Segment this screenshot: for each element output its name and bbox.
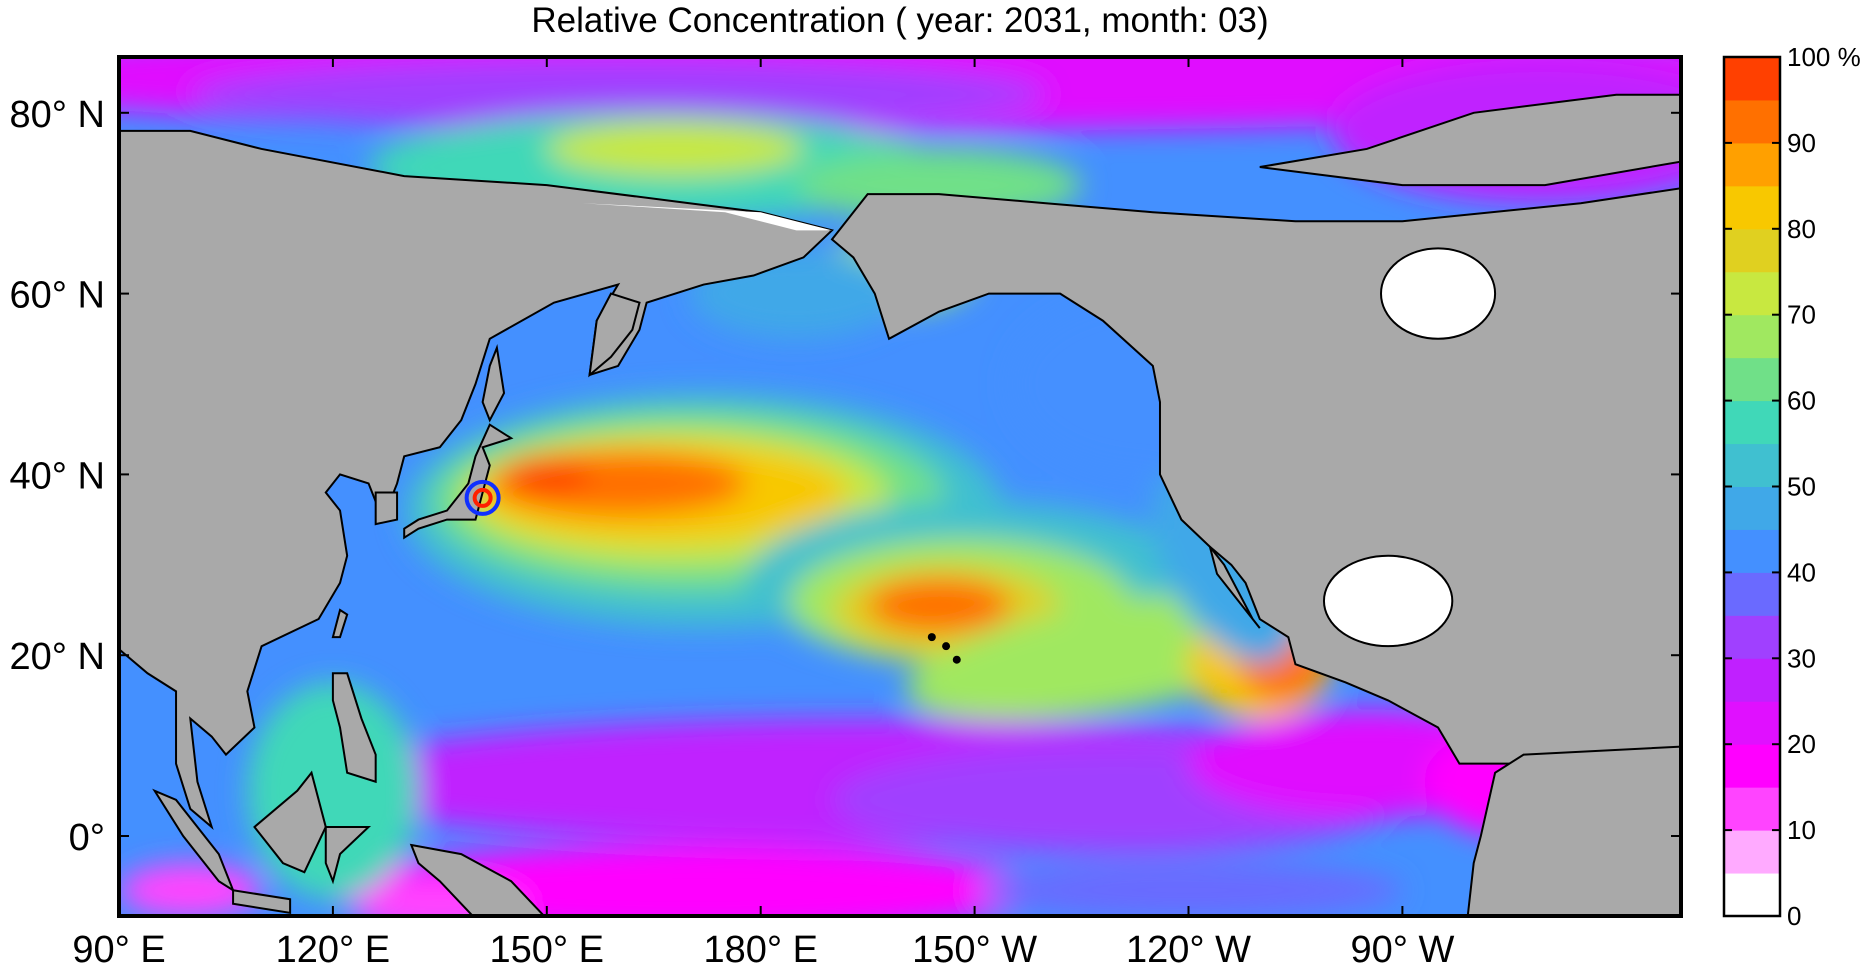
- colorbar-tick-label: 90: [1787, 128, 1816, 158]
- colorbar-tick-label: 20: [1787, 729, 1816, 759]
- colorbar-tick-label: 10: [1787, 815, 1816, 845]
- hawaii-island: [942, 642, 951, 651]
- colorbar-tick-label: 80: [1787, 214, 1816, 244]
- y-tick-label: 80° N: [10, 94, 105, 136]
- colorbar-bin: [1724, 57, 1780, 101]
- colorbar-tick-label: 40: [1787, 557, 1816, 587]
- colorbar-tick-label: 30: [1787, 643, 1816, 673]
- colorbar-bin: [1724, 314, 1780, 359]
- y-tick-label: 60° N: [10, 275, 105, 317]
- y-tick-label: 40° N: [10, 455, 105, 497]
- colorbar-bin: [1724, 443, 1780, 487]
- concentration-contour: [974, 863, 1403, 916]
- concentration-contour: [190, 58, 1046, 131]
- colorbar-bin: [1724, 228, 1780, 273]
- colorbar-tick-label: 70: [1787, 300, 1816, 330]
- land-asia: [119, 129, 835, 830]
- colorbar-bin: [1724, 572, 1780, 616]
- colorbar-bin: [1724, 357, 1780, 402]
- y-tick-label: 0°: [69, 817, 105, 859]
- hawaii-island: [952, 655, 961, 664]
- map-title: Relative Concentration ( year: 2031, mon…: [531, 1, 1268, 40]
- x-tick-label: 120° W: [1126, 929, 1251, 971]
- land-java: [232, 889, 292, 915]
- colorbar-tick-label: 50: [1787, 472, 1816, 502]
- colorbar-bin: [1724, 744, 1780, 788]
- land-kamchatka: [588, 292, 641, 378]
- source-location-marker: [464, 479, 501, 516]
- colorbar-bin: [1724, 486, 1780, 530]
- colorbar-tick-label: 0: [1787, 901, 1801, 931]
- latitude-axis: 80° N 60° N 40° N 20° N 0°: [10, 94, 1681, 859]
- colorbar-bin: [1724, 787, 1780, 831]
- colorbar-bin: [1724, 271, 1780, 316]
- x-tick-label: 90° W: [1350, 929, 1454, 971]
- colorbar-bin: [1724, 99, 1780, 144]
- colorbar-bin: [1724, 142, 1780, 187]
- ice-edge: [582, 203, 832, 231]
- colorbar-tick-label: 100 %: [1787, 42, 1861, 72]
- colorbar-bin: [1724, 529, 1780, 573]
- y-tick-label: 20° N: [10, 636, 105, 678]
- land-philippines: [331, 672, 377, 784]
- land-new-guinea: [409, 843, 546, 916]
- land-south-america: [1466, 745, 1681, 916]
- gulf-of-mexico: [1322, 554, 1454, 648]
- x-tick-label: 90° E: [72, 929, 165, 971]
- marker-center: [472, 487, 493, 508]
- land-arctic-islands: [1259, 93, 1681, 187]
- x-tick-label: 150° E: [490, 929, 605, 971]
- concentration-contour: [546, 121, 804, 177]
- hudson-bay: [1380, 247, 1497, 340]
- map-frame: [117, 55, 1683, 918]
- hawaii-island: [927, 633, 936, 642]
- x-tick-label: 120° E: [276, 929, 391, 971]
- land-baja: [1208, 546, 1261, 629]
- colorbar-tick-label: 60: [1787, 386, 1816, 416]
- colorbar-bin: [1724, 701, 1780, 745]
- colorbar-bin: [1724, 658, 1780, 702]
- colorbar-bin: [1724, 830, 1780, 874]
- land-sakhalin: [481, 344, 506, 423]
- x-tick-label: 150° W: [912, 929, 1037, 971]
- concentration-contour: [119, 863, 262, 916]
- colorbar: 100 % 90 80 70 60 50 40 30 20 10 0: [1722, 42, 1861, 931]
- land-japan: [403, 423, 514, 540]
- concentration-contour: [867, 578, 1011, 633]
- x-tick-label: 180° E: [703, 929, 818, 971]
- marker-ring: [464, 479, 501, 516]
- concentration-contour: [504, 456, 590, 493]
- land-masses: [119, 93, 1681, 916]
- land-sulawesi: [324, 825, 372, 885]
- land-taiwan: [331, 608, 349, 639]
- colorbar-bin: [1724, 185, 1780, 230]
- land-korea: [374, 491, 399, 526]
- longitude-axis: 90° E 120° E 150° E 180° E 150° W 120° W 90° W: [72, 57, 1454, 971]
- colorbar-bin: [1724, 615, 1780, 659]
- colorbar-bin: [1724, 873, 1780, 917]
- colorbar-bin: [1724, 400, 1780, 445]
